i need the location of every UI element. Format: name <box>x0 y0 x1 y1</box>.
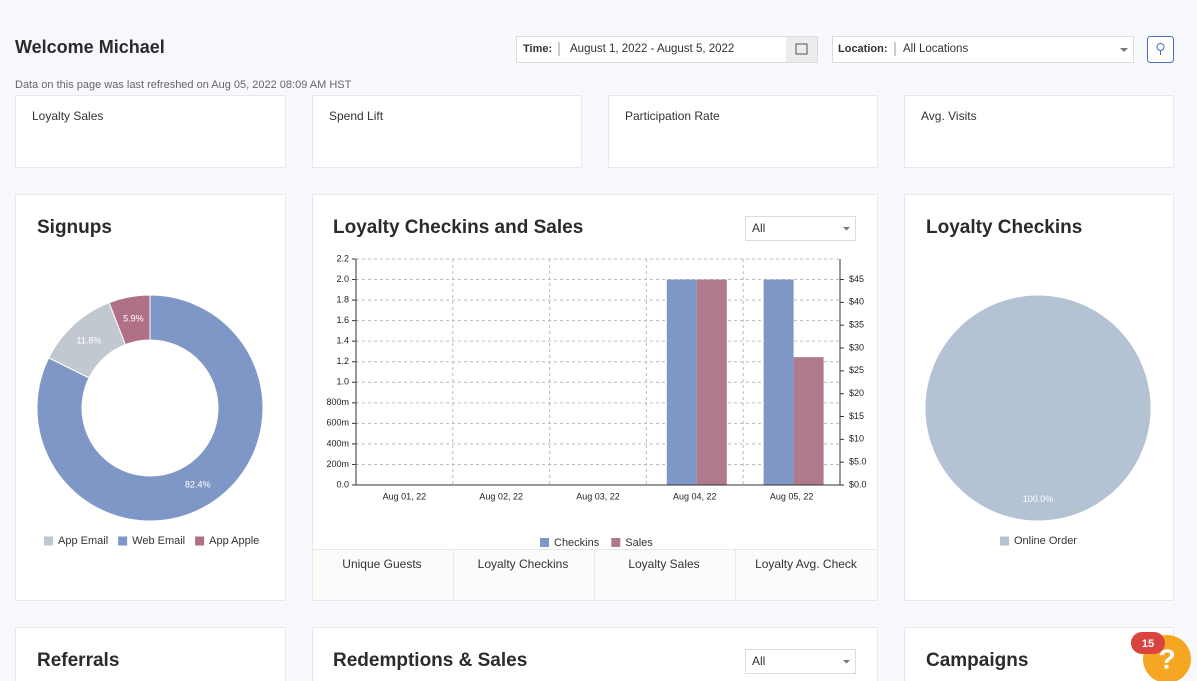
x-tick-label: Aug 01, 22 <box>383 491 427 501</box>
donut-segment <box>108 294 151 346</box>
x-tick-label: Aug 05, 22 <box>770 491 814 501</box>
calendar-button[interactable] <box>786 37 817 62</box>
card-title: Campaigns <box>926 650 1028 671</box>
donut-segment <box>36 294 264 522</box>
time-picker[interactable] <box>516 36 818 63</box>
x-tick-label: Aug 03, 22 <box>576 491 620 501</box>
kpi-title: Loyalty Sales <box>32 109 103 123</box>
legend-label: Checkins <box>554 537 600 549</box>
card-title: Loyalty Checkins and Sales <box>333 217 583 238</box>
legend-swatch <box>540 538 549 547</box>
legend-swatch <box>195 536 205 546</box>
card-title: Signups <box>37 217 112 238</box>
tip-button[interactable] <box>1147 36 1174 63</box>
x-tick-label: Aug 02, 22 <box>479 491 523 501</box>
legend-label: Sales <box>625 537 653 549</box>
y-tick-label: 800m <box>326 397 349 407</box>
bar <box>666 279 697 485</box>
bar <box>793 357 824 485</box>
badge-count: 15 <box>1142 638 1154 650</box>
bar <box>696 279 727 485</box>
location-select[interactable] <box>832 36 1134 63</box>
x-tick-label: Aug 04, 22 <box>673 491 717 501</box>
y-tick-label: 1.6 <box>336 315 349 325</box>
tab[interactable]: Loyalty Sales <box>628 557 699 571</box>
y-tick-label: 600m <box>326 418 349 428</box>
y2-tick-label: $45 <box>849 274 864 284</box>
dropdown-arrow <box>843 660 850 664</box>
location-value: All Locations <box>903 43 968 55</box>
y2-tick-label: $35 <box>849 320 864 330</box>
y2-tick-label: $0.0 <box>849 479 867 489</box>
y2-tick-label: $10 <box>849 434 864 444</box>
help-icon: ? <box>1158 643 1175 674</box>
dropdown-arrow <box>843 227 850 231</box>
y-tick-label: 1.4 <box>336 336 349 346</box>
kpi-card <box>312 95 582 168</box>
legend-swatch <box>44 536 53 546</box>
y2-tick-label: $40 <box>849 297 864 307</box>
dropdown-arrow <box>1120 48 1128 52</box>
tab[interactable]: Loyalty Checkins <box>478 557 569 571</box>
card-title: Referrals <box>37 650 119 671</box>
y2-tick-label: $25 <box>849 365 864 375</box>
y-tick-label: 200m <box>326 459 349 469</box>
value-label: 82.4% <box>185 479 211 489</box>
kpi-card <box>15 95 286 168</box>
value-label: 11.8% <box>77 336 102 346</box>
card-title: Loyalty Checkins <box>926 217 1082 238</box>
y2-tick-label: $30 <box>849 342 864 352</box>
bulb-icon <box>1156 43 1165 51</box>
referrals-card <box>15 627 286 681</box>
y-tick-label: 1.8 <box>336 294 349 304</box>
value-label: 5.9% <box>123 313 144 323</box>
location-label: Location: <box>838 43 888 55</box>
legend-label: App Apple <box>209 535 259 547</box>
legend-label: Web Email <box>132 535 185 547</box>
calendar-icon <box>795 43 808 55</box>
card-title: Redemptions & Sales <box>333 650 527 671</box>
kpi-card <box>904 95 1174 168</box>
help-badge <box>1131 632 1165 654</box>
y-tick-label: 1.0 <box>336 377 349 387</box>
page-title: Welcome Michael <box>15 37 165 57</box>
legend-label: Online Order <box>1014 535 1077 547</box>
kpi-title: Spend Lift <box>329 109 384 123</box>
kpi-card <box>608 95 878 168</box>
y-tick-label: 2.0 <box>336 274 349 284</box>
filter-value: All <box>752 654 765 668</box>
y2-tick-label: $15 <box>849 411 864 421</box>
legend-swatch <box>1000 536 1009 546</box>
kpi-title: Avg. Visits <box>921 109 977 123</box>
y2-tick-label: $20 <box>849 388 864 398</box>
tab[interactable]: Loyalty Avg. Check <box>755 557 858 571</box>
filter-value: All <box>752 221 765 235</box>
time-label: Time: <box>523 43 552 55</box>
tab[interactable]: Unique Guests <box>342 557 421 571</box>
filter-select[interactable] <box>745 649 856 674</box>
y-tick-label: 0.0 <box>336 479 349 489</box>
filter-select[interactable] <box>745 216 856 241</box>
kpi-title: Participation Rate <box>625 109 720 123</box>
refresh-note: Data on this page was last refreshed on … <box>15 79 352 91</box>
bar <box>763 279 794 485</box>
y-tick-label: 400m <box>326 438 349 448</box>
legend-label: App Email <box>58 535 108 547</box>
y-tick-label: 1.2 <box>336 356 349 366</box>
y-tick-label: 2.2 <box>336 253 349 263</box>
legend-swatch <box>611 538 621 547</box>
pie-slice <box>924 294 1152 522</box>
y2-tick-label: $5.0 <box>849 457 867 467</box>
time-value: August 1, 2022 - August 5, 2022 <box>570 43 734 55</box>
value-label: 100.0% <box>1023 494 1054 504</box>
legend-swatch <box>118 536 128 546</box>
campaigns-card <box>904 627 1174 681</box>
